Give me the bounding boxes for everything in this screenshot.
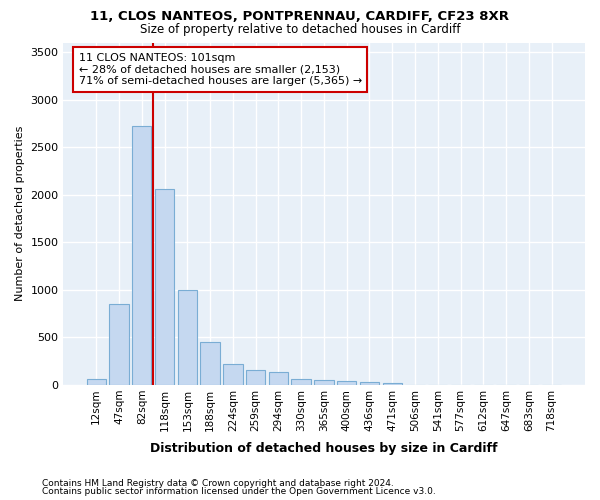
Y-axis label: Number of detached properties: Number of detached properties <box>15 126 25 301</box>
Text: 11 CLOS NANTEOS: 101sqm
← 28% of detached houses are smaller (2,153)
71% of semi: 11 CLOS NANTEOS: 101sqm ← 28% of detache… <box>79 53 362 86</box>
Bar <box>292 379 311 384</box>
Bar <box>155 189 174 384</box>
Bar <box>383 383 402 384</box>
Text: Contains public sector information licensed under the Open Government Licence v3: Contains public sector information licen… <box>42 487 436 496</box>
X-axis label: Distribution of detached houses by size in Cardiff: Distribution of detached houses by size … <box>150 442 497 455</box>
Bar <box>86 380 106 384</box>
Bar <box>178 290 197 384</box>
Text: 11, CLOS NANTEOS, PONTPRENNAU, CARDIFF, CF23 8XR: 11, CLOS NANTEOS, PONTPRENNAU, CARDIFF, … <box>91 10 509 23</box>
Bar <box>246 370 265 384</box>
Bar <box>109 304 128 384</box>
Text: Contains HM Land Registry data © Crown copyright and database right 2024.: Contains HM Land Registry data © Crown c… <box>42 478 394 488</box>
Bar <box>337 382 356 384</box>
Bar <box>314 380 334 384</box>
Text: Size of property relative to detached houses in Cardiff: Size of property relative to detached ho… <box>140 22 460 36</box>
Bar <box>132 126 151 384</box>
Bar <box>269 372 288 384</box>
Bar <box>223 364 242 384</box>
Bar <box>360 382 379 384</box>
Bar <box>200 342 220 384</box>
